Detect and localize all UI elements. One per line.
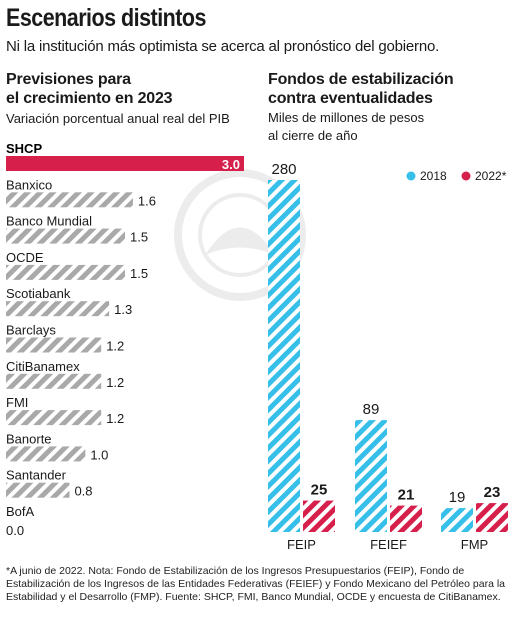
category-label: Barclays: [6, 323, 56, 338]
fund-category-label: FEIP: [287, 537, 316, 552]
growth-bar: [6, 373, 102, 389]
category-label: CitiBanamex: [6, 359, 80, 374]
funds-chart-subtitle-line2: al cierre de año: [268, 128, 358, 143]
value-label: 1.0: [90, 447, 108, 462]
category-label: Banco Mundial: [6, 214, 92, 229]
fund-value-label: 21: [398, 487, 415, 504]
category-label: OCDE: [6, 250, 44, 265]
funds-chart-title-line1: Fondos de estabilización: [268, 71, 454, 88]
growth-chart-subtitle: Variación porcentual anual real del PIB: [6, 111, 230, 126]
fund-bar-2022: [303, 500, 335, 532]
value-label: 1.5: [130, 230, 148, 245]
fund-bar-2018: [355, 420, 387, 532]
value-label: 1.2: [106, 411, 124, 426]
stabilization-funds-chart: 280 25 FEIP 89 21 FEIEF 19 23 FMP 2018 2022*: [268, 161, 508, 552]
category-label: Banxico: [6, 177, 52, 192]
growth-bar: [6, 264, 125, 280]
growth-bar: [6, 156, 244, 171]
growth-chart-title-line1: Previsiones para: [6, 71, 131, 88]
legend-label: 2018: [420, 169, 447, 183]
fund-bar-2022: [476, 503, 508, 532]
legend-label: 2022*: [475, 169, 507, 183]
page-title: Escenarios distintos: [6, 4, 206, 32]
growth-chart-title-line2: el crecimiento en 2023: [6, 90, 173, 107]
growth-bar: [6, 410, 102, 426]
value-label: 1.2: [106, 339, 124, 354]
fund-category-label: FMP: [461, 537, 488, 552]
growth-bar: [6, 228, 125, 244]
fund-value-label: 280: [271, 161, 296, 178]
growth-forecast-chart: SHCP 3.0 Banxico 1.6 Banco Mundial 1.5 OCDE 1.5…: [6, 141, 244, 538]
category-label: Santander: [6, 468, 67, 483]
value-label: 1.2: [106, 375, 124, 390]
growth-bar: [6, 301, 110, 317]
fund-value-label: 25: [311, 482, 328, 499]
value-label: 0.8: [74, 484, 92, 499]
fund-bar-2018: [268, 180, 300, 532]
funds-chart-title-line2: contra eventualidades: [268, 90, 433, 107]
category-label: Scotiabank: [6, 286, 71, 301]
growth-bar: [6, 482, 70, 498]
category-label: SHCP: [6, 141, 42, 156]
category-label: FMI: [6, 395, 28, 410]
growth-bar: [6, 446, 86, 462]
value-label: 1.5: [130, 266, 148, 281]
fund-bar-2018: [441, 508, 473, 532]
fund-value-label: 19: [449, 489, 466, 506]
growth-bar: [6, 192, 133, 208]
category-label: BofA: [6, 504, 35, 519]
value-label: 0.0: [6, 523, 24, 538]
footnote: *A junio de 2022. Nota: Fondo de Estabil…: [6, 565, 506, 603]
fund-category-label: FEIEF: [370, 537, 407, 552]
value-label: 1.3: [114, 302, 132, 317]
fund-bar-2022: [390, 505, 422, 532]
value-label: 1.6: [138, 193, 156, 208]
category-label: Banorte: [6, 431, 52, 446]
growth-bar: [6, 337, 102, 353]
page-subtitle: Ni la institución más optimista se acerc…: [6, 38, 440, 55]
fund-value-label: 89: [363, 401, 380, 418]
funds-chart-subtitle-line1: Miles de millones de pesos: [268, 110, 425, 125]
fund-value-label: 23: [484, 484, 501, 501]
legend-marker: [406, 171, 416, 181]
legend-marker: [461, 171, 471, 181]
value-label: 3.0: [222, 157, 240, 172]
